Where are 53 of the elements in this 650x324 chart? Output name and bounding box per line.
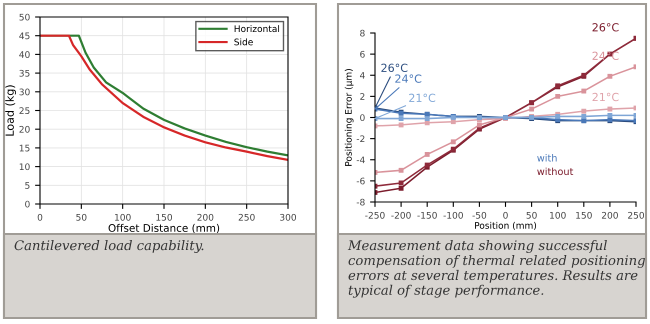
- y-tick-label: -4: [356, 156, 365, 164]
- text: 26°C: [381, 64, 408, 72]
- y-tick-label: 40: [19, 51, 30, 58]
- y-tick-label: 2: [360, 93, 364, 100]
- x-tick-label: 50: [76, 214, 86, 221]
- y-axis-title: Load (kg): [5, 85, 16, 136]
- y-tick-label: 0: [25, 200, 30, 208]
- x-tick-label: 250: [628, 212, 644, 219]
- y-tick-label: 10: [20, 163, 30, 170]
- y-tick-label: 50: [19, 14, 30, 21]
- x-tick-label: 0: [38, 214, 42, 221]
- x-tick-label: 150: [576, 212, 592, 219]
- x-tick-label: 150: [156, 214, 172, 221]
- x-tick-label: -50: [472, 212, 486, 219]
- x-tick-label: 0: [503, 212, 508, 219]
- text: Cantilevered load capability.: [14, 240, 204, 253]
- y-tick-label: 5: [25, 182, 30, 189]
- y-tick-label: 6: [360, 50, 365, 58]
- text: 24°C: [395, 74, 422, 83]
- y-tick-label: 45: [19, 32, 30, 40]
- annotation: with: [537, 154, 557, 162]
- x-axis-title: Offset Distance (mm): [108, 224, 220, 234]
- y-tick-label: 25: [19, 107, 30, 114]
- y-tick-label: -8: [356, 198, 365, 206]
- y-axis-title: Positioning Error (µm): [344, 69, 354, 166]
- series-label: 26°C: [592, 23, 619, 32]
- y-tick-label: -2: [356, 135, 364, 142]
- legend-label: Horizontal: [234, 25, 280, 32]
- x-tick-label: -250: [365, 212, 385, 219]
- y-tick-label: 15: [20, 144, 30, 152]
- y-tick-label: 4: [360, 72, 365, 79]
- x-tick-label: 250: [238, 214, 255, 221]
- series-label: 21°C: [592, 92, 619, 102]
- x-axis-title: Position (mm): [475, 222, 536, 230]
- text: Measurement data showing successful compensation of thermal related positioning errors at several temperatures. Results are typical of stage performance.: [348, 240, 646, 298]
- x-tick-label: 100: [115, 214, 131, 221]
- y-tick-label: -6: [356, 178, 365, 184]
- x-tick-label: 200: [602, 212, 618, 219]
- annotation: without: [537, 168, 574, 176]
- x-tick-label: 300: [280, 214, 296, 221]
- y-tick-label: 30: [19, 88, 30, 96]
- x-tick-label: 100: [550, 212, 566, 219]
- legend-label: Side: [234, 38, 253, 46]
- y-tick-label: 0: [360, 114, 365, 122]
- y-tick-label: 20: [19, 126, 30, 133]
- x-tick-label: -150: [417, 212, 437, 219]
- x-tick-label: -100: [443, 212, 463, 219]
- x-tick-label: 200: [197, 214, 214, 221]
- y-tick-label: 35: [19, 70, 30, 77]
- y-tick-label: 8: [360, 30, 365, 37]
- x-tick-label: -200: [391, 212, 411, 219]
- x-tick-label: 50: [526, 212, 537, 219]
- series-label: 21°C: [409, 94, 436, 102]
